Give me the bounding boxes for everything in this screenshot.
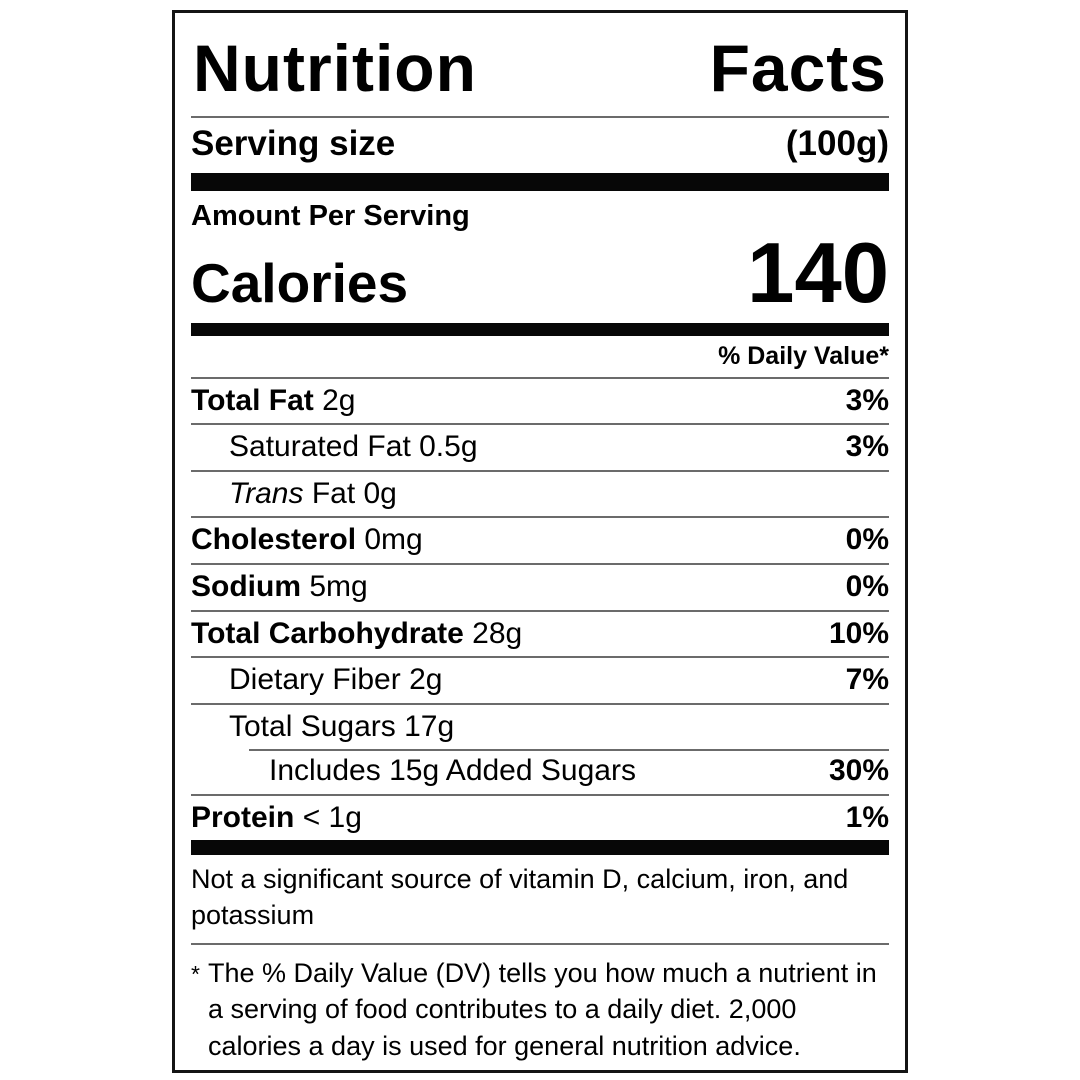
nutrient-row-sodium: Sodium 5mg 0% [191,562,889,610]
serving-size-row: Serving size (100g) [191,118,889,173]
nutrient-amount: 17g [404,709,455,743]
insignificant-source-note: Not a significant source of vitamin D, c… [191,855,889,945]
nutrient-name: Total Sugars [229,709,396,743]
thick-divider-top [191,172,889,191]
nutrient-name-amount: Saturated Fat 0.5g [191,430,478,464]
amount-per-serving-label: Amount Per Serving [191,199,470,232]
nutrient-name: Cholesterol [191,523,357,557]
nutrient-dv: 0% [845,523,889,557]
label-title: Nutrition Facts [191,13,889,118]
daily-value-footnote: * The % Daily Value (DV) tells you how m… [191,945,889,1064]
nutrient-name: Includes 15g Added Sugars [269,754,636,788]
nutrient-amount: 0mg [364,523,423,557]
nutrient-name-amount: Dietary Fiber 2g [191,663,442,697]
nutrient-name-amount: Includes 15g Added Sugars [191,754,636,788]
nutrient-dv: 3% [845,430,889,464]
calories-row: Calories 140 [191,225,889,323]
nutrient-dv: 30% [828,754,889,788]
daily-value-header: % Daily Value* [191,336,889,379]
medium-divider [191,323,889,337]
nutrient-amount: 2g [322,383,356,417]
nutrient-amount: 5mg [309,569,368,603]
nutrient-amount: 2g [409,663,443,697]
nutrient-row-trans-fat: Trans Fat 0g [191,469,889,517]
nutrient-dv: 1% [845,800,889,834]
nutrition-facts-label: Nutrition Facts Serving size (100g) Amou… [172,10,908,1073]
serving-size-value: (100g) [785,123,889,163]
nutrient-row-saturated-fat: Saturated Fat 0.5g 3% [191,423,889,470]
nutrient-amount: 0.5g [419,430,478,464]
nutrient-row-cholesterol: Cholesterol 0mg 0% [191,516,889,563]
nutrient-dv: 3% [845,383,889,417]
nutrient-name-italic: Trans [229,476,304,510]
nutrient-amount: < 1g [302,800,362,834]
nutrient-name-amount: Total Carbohydrate 28g [191,617,522,651]
nutrient-name-amount: Cholesterol 0mg [191,523,423,557]
nutrient-name-amount: Sodium 5mg [191,570,368,604]
thick-divider-bottom [191,840,889,856]
nutrient-name-amount: Total Fat 2g [191,384,356,418]
nutrient-dv: 10% [828,616,889,650]
nutrient-row-protein: Protein < 1g 1% [191,793,889,841]
nutrient-name: Protein [191,800,295,834]
calories-label: Calories [191,252,409,315]
nutrient-row-dietary-fiber: Dietary Fiber 2g 7% [191,656,889,703]
nutrient-name-amount: Total Sugars 17g [191,710,454,744]
footnote-asterisk: * [191,960,200,987]
nutrient-name: Dietary Fiber [229,663,401,697]
nutrient-amount: Fat 0g [311,476,397,510]
nutrient-dv: 7% [845,663,889,697]
calories-value: 140 [747,225,889,321]
nutrient-row-added-sugars: Includes 15g Added Sugars 30% [191,749,889,794]
nutrient-name: Saturated Fat [229,430,411,464]
nutrient-name: Total Fat [191,383,314,417]
nutrient-dv: 0% [845,569,889,603]
nutrient-row-total-carbohydrate: Total Carbohydrate 28g 10% [191,609,889,657]
nutrient-name: Sodium [191,569,301,603]
nutrient-name-amount: Protein < 1g [191,801,362,835]
nutrient-row-total-sugars: Total Sugars 17g [191,702,889,750]
serving-size-label: Serving size [191,123,396,163]
footnote-text: The % Daily Value (DV) tells you how muc… [208,957,877,1061]
nutrient-name: Total Carbohydrate [191,616,464,650]
nutrient-row-total-fat: Total Fat 2g 3% [191,379,889,424]
nutrient-amount: 28g [472,616,523,650]
nutrient-name-amount: Trans Fat 0g [191,477,397,511]
